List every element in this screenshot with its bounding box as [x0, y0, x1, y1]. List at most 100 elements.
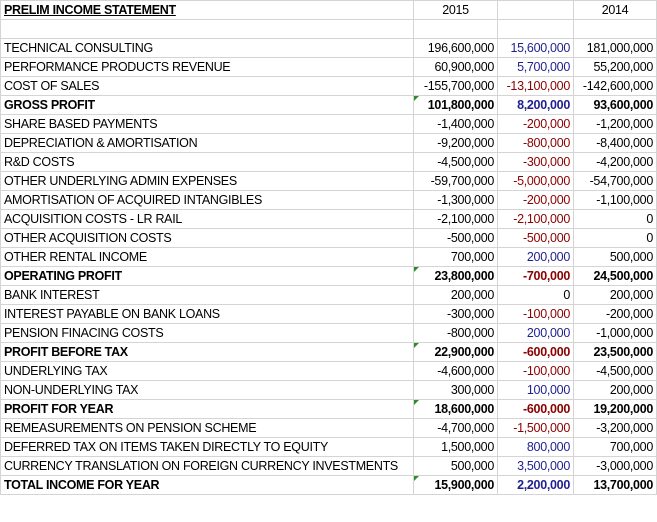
- change-cell[interactable]: 0: [497, 285, 574, 305]
- change-cell[interactable]: 100,000: [497, 380, 574, 400]
- change-cell[interactable]: -13,100,000: [497, 76, 574, 96]
- change-cell[interactable]: -1,500,000: [497, 418, 574, 438]
- value-2015-cell[interactable]: -1,300,000: [413, 190, 498, 210]
- value-2015-cell[interactable]: -1,400,000: [413, 114, 498, 134]
- change-cell[interactable]: -2,100,000: [497, 209, 574, 229]
- value-2014-cell[interactable]: -54,700,000: [573, 171, 657, 191]
- value-2015-cell[interactable]: 23,800,000: [413, 266, 498, 286]
- change-cell[interactable]: -500,000: [497, 228, 574, 248]
- change-cell[interactable]: -600,000: [497, 399, 574, 419]
- row-label-cell[interactable]: PERFORMANCE PRODUCTS REVENUE: [0, 57, 414, 77]
- change-cell[interactable]: -300,000: [497, 152, 574, 172]
- row-label-cell[interactable]: OPERATING PROFIT: [0, 266, 414, 286]
- row-label-cell[interactable]: INTEREST PAYABLE ON BANK LOANS: [0, 304, 414, 324]
- value-2015-cell[interactable]: -2,100,000: [413, 209, 498, 229]
- value-2014-cell[interactable]: 23,500,000: [573, 342, 657, 362]
- value-2014-cell[interactable]: -1,200,000: [573, 114, 657, 134]
- row-label-cell[interactable]: OTHER UNDERLYING ADMIN EXPENSES: [0, 171, 414, 191]
- value-2015-cell[interactable]: -155,700,000: [413, 76, 498, 96]
- value-2014-cell[interactable]: -142,600,000: [573, 76, 657, 96]
- year-2014-header-cell[interactable]: 2014: [573, 0, 657, 20]
- empty-cell[interactable]: [573, 19, 657, 39]
- value-2015-cell[interactable]: 300,000: [413, 380, 498, 400]
- value-2015-cell[interactable]: -300,000: [413, 304, 498, 324]
- row-label-cell[interactable]: NON-UNDERLYING TAX: [0, 380, 414, 400]
- value-2014-cell[interactable]: 13,700,000: [573, 475, 657, 495]
- row-label-cell[interactable]: TECHNICAL CONSULTING: [0, 38, 414, 58]
- change-cell[interactable]: 800,000: [497, 437, 574, 457]
- value-2015-cell[interactable]: -800,000: [413, 323, 498, 343]
- value-2014-cell[interactable]: 0: [573, 209, 657, 229]
- row-label-cell[interactable]: CURRENCY TRANSLATION ON FOREIGN CURRENCY…: [0, 456, 414, 476]
- value-2015-cell[interactable]: 101,800,000: [413, 95, 498, 115]
- row-label-cell[interactable]: PROFIT FOR YEAR: [0, 399, 414, 419]
- value-2014-cell[interactable]: -3,200,000: [573, 418, 657, 438]
- value-2015-cell[interactable]: 22,900,000: [413, 342, 498, 362]
- row-label-cell[interactable]: PENSION FINACING COSTS: [0, 323, 414, 343]
- value-2015-cell[interactable]: 18,600,000: [413, 399, 498, 419]
- row-label-cell[interactable]: OTHER ACQUISITION COSTS: [0, 228, 414, 248]
- value-2015-cell[interactable]: 60,900,000: [413, 57, 498, 77]
- change-cell[interactable]: -100,000: [497, 361, 574, 381]
- value-2015-cell[interactable]: -4,700,000: [413, 418, 498, 438]
- value-2014-cell[interactable]: -4,200,000: [573, 152, 657, 172]
- change-cell[interactable]: -200,000: [497, 190, 574, 210]
- change-cell[interactable]: 2,200,000: [497, 475, 574, 495]
- value-2014-cell[interactable]: 500,000: [573, 247, 657, 267]
- change-header-cell[interactable]: [497, 0, 574, 20]
- value-2014-cell[interactable]: 181,000,000: [573, 38, 657, 58]
- row-label-cell[interactable]: ACQUISITION COSTS - LR RAIL: [0, 209, 414, 229]
- value-2015-cell[interactable]: -4,500,000: [413, 152, 498, 172]
- statement-title-cell[interactable]: PRELIM INCOME STATEMENT: [0, 0, 414, 20]
- change-cell[interactable]: -100,000: [497, 304, 574, 324]
- row-label-cell[interactable]: R&D COSTS: [0, 152, 414, 172]
- empty-cell[interactable]: [0, 19, 414, 39]
- value-2014-cell[interactable]: 200,000: [573, 380, 657, 400]
- empty-cell[interactable]: [413, 19, 498, 39]
- row-label-cell[interactable]: TOTAL INCOME FOR YEAR: [0, 475, 414, 495]
- value-2015-cell[interactable]: 15,900,000: [413, 475, 498, 495]
- change-cell[interactable]: 8,200,000: [497, 95, 574, 115]
- row-label-cell[interactable]: GROSS PROFIT: [0, 95, 414, 115]
- value-2014-cell[interactable]: -3,000,000: [573, 456, 657, 476]
- value-2015-cell[interactable]: 700,000: [413, 247, 498, 267]
- value-2014-cell[interactable]: 0: [573, 228, 657, 248]
- change-cell[interactable]: -5,000,000: [497, 171, 574, 191]
- value-2015-cell[interactable]: -59,700,000: [413, 171, 498, 191]
- value-2014-cell[interactable]: -1,000,000: [573, 323, 657, 343]
- change-cell[interactable]: 200,000: [497, 247, 574, 267]
- value-2015-cell[interactable]: -9,200,000: [413, 133, 498, 153]
- row-label-cell[interactable]: REMEASUREMENTS ON PENSION SCHEME: [0, 418, 414, 438]
- value-2015-cell[interactable]: -4,600,000: [413, 361, 498, 381]
- row-label-cell[interactable]: SHARE BASED PAYMENTS: [0, 114, 414, 134]
- value-2015-cell[interactable]: 1,500,000: [413, 437, 498, 457]
- value-2014-cell[interactable]: -4,500,000: [573, 361, 657, 381]
- empty-cell[interactable]: [497, 19, 574, 39]
- value-2015-cell[interactable]: 196,600,000: [413, 38, 498, 58]
- change-cell[interactable]: -800,000: [497, 133, 574, 153]
- value-2014-cell[interactable]: 19,200,000: [573, 399, 657, 419]
- row-label-cell[interactable]: PROFIT BEFORE TAX: [0, 342, 414, 362]
- value-2015-cell[interactable]: -500,000: [413, 228, 498, 248]
- year-2015-header-cell[interactable]: 2015: [413, 0, 498, 20]
- change-cell[interactable]: 200,000: [497, 323, 574, 343]
- change-cell[interactable]: -200,000: [497, 114, 574, 134]
- change-cell[interactable]: 15,600,000: [497, 38, 574, 58]
- row-label-cell[interactable]: BANK INTEREST: [0, 285, 414, 305]
- row-label-cell[interactable]: DEFERRED TAX ON ITEMS TAKEN DIRECTLY TO …: [0, 437, 414, 457]
- change-cell[interactable]: 3,500,000: [497, 456, 574, 476]
- change-cell[interactable]: -600,000: [497, 342, 574, 362]
- change-cell[interactable]: 5,700,000: [497, 57, 574, 77]
- value-2014-cell[interactable]: 200,000: [573, 285, 657, 305]
- row-label-cell[interactable]: AMORTISATION OF ACQUIRED INTANGIBLES: [0, 190, 414, 210]
- value-2014-cell[interactable]: 55,200,000: [573, 57, 657, 77]
- value-2014-cell[interactable]: -200,000: [573, 304, 657, 324]
- value-2014-cell[interactable]: 700,000: [573, 437, 657, 457]
- value-2014-cell[interactable]: -1,100,000: [573, 190, 657, 210]
- value-2014-cell[interactable]: 93,600,000: [573, 95, 657, 115]
- row-label-cell[interactable]: DEPRECIATION & AMORTISATION: [0, 133, 414, 153]
- row-label-cell[interactable]: COST OF SALES: [0, 76, 414, 96]
- value-2014-cell[interactable]: 24,500,000: [573, 266, 657, 286]
- row-label-cell[interactable]: OTHER RENTAL INCOME: [0, 247, 414, 267]
- value-2015-cell[interactable]: 500,000: [413, 456, 498, 476]
